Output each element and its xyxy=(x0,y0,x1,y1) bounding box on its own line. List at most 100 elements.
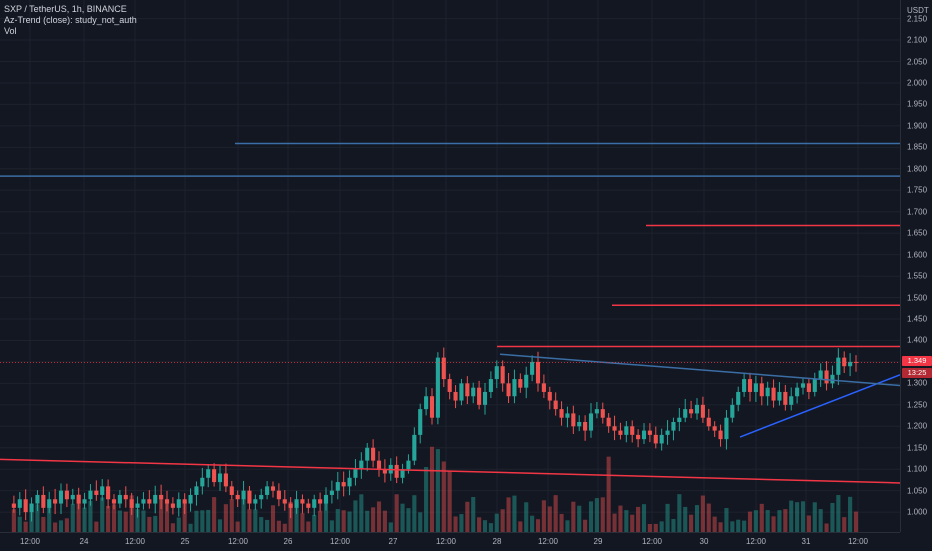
candle-body xyxy=(365,448,369,461)
candle-body xyxy=(660,435,664,444)
candle-body xyxy=(707,418,711,427)
candle-body xyxy=(501,366,505,383)
candle-body xyxy=(689,409,693,413)
time-tick-label: 31 xyxy=(802,537,811,546)
candle-body xyxy=(312,499,316,508)
volume-bar xyxy=(718,522,722,532)
candle-body xyxy=(347,478,351,487)
volume-bar xyxy=(171,523,175,532)
candle-body xyxy=(141,499,145,503)
candle-body xyxy=(359,461,363,470)
price-tick-label: 1.750 xyxy=(907,186,927,195)
volume-bar xyxy=(748,512,752,532)
candle-body xyxy=(777,392,781,401)
candle-body xyxy=(795,388,799,397)
volume-bar xyxy=(848,497,852,532)
candle-body xyxy=(183,499,187,503)
legend-volume[interactable]: Vol xyxy=(4,26,137,37)
volume-bar xyxy=(306,522,310,532)
volume-bar xyxy=(595,498,599,532)
candle-body xyxy=(636,435,640,439)
candle-body xyxy=(424,396,428,409)
time-tick-label: 29 xyxy=(594,537,603,546)
last-price-badge: 1.349 xyxy=(902,356,932,366)
price-tick-label: 2.100 xyxy=(907,36,927,45)
volume-bar xyxy=(612,514,616,532)
volume-bar xyxy=(618,506,622,532)
volume-bar xyxy=(141,510,145,532)
volume-bar xyxy=(571,502,575,532)
candle-body xyxy=(112,499,116,503)
candle-body xyxy=(159,495,163,499)
volume-bar xyxy=(218,519,222,532)
candle-body xyxy=(271,486,275,490)
candle-body xyxy=(842,358,846,367)
candle-body xyxy=(648,431,652,435)
volume-bar xyxy=(636,507,640,532)
candle-body xyxy=(247,491,251,504)
volume-bar xyxy=(336,509,340,532)
volume-bar xyxy=(212,497,216,532)
volume-bar xyxy=(577,506,581,532)
candle-body xyxy=(318,499,322,503)
volume-bar xyxy=(271,505,275,532)
volume-bar xyxy=(106,506,110,532)
volume-bar xyxy=(412,495,416,532)
price-tick-label: 1.450 xyxy=(907,315,927,324)
volume-bar xyxy=(754,510,758,532)
volume-bar xyxy=(477,517,481,532)
candle-body xyxy=(766,388,770,397)
volume-bar xyxy=(253,509,257,532)
candle-body xyxy=(395,465,399,478)
candle-body xyxy=(135,504,139,508)
volume-bar xyxy=(330,520,334,532)
candle-body xyxy=(807,383,811,392)
volume-bar xyxy=(654,524,658,532)
volume-bar xyxy=(506,497,510,532)
volume-bar xyxy=(277,521,281,532)
price-tick-label: 1.700 xyxy=(907,207,927,216)
time-tick-label: 12:00 xyxy=(228,537,248,546)
candle-body xyxy=(177,499,181,508)
time-tick-label: 12:00 xyxy=(848,537,868,546)
volume-bar xyxy=(671,519,675,532)
volume-bar xyxy=(842,517,846,532)
volume-bar xyxy=(536,519,540,532)
volume-bar xyxy=(147,517,151,532)
volume-bar xyxy=(689,515,693,532)
time-tick-label: 12:00 xyxy=(538,537,558,546)
volume-bar xyxy=(430,447,434,532)
volume-bar xyxy=(489,523,493,532)
candle-body xyxy=(565,413,569,417)
candlestick-chart[interactable] xyxy=(0,0,900,532)
candle-body xyxy=(82,499,86,503)
candle-body xyxy=(819,371,823,380)
volume-bar xyxy=(65,518,69,532)
volume-bar xyxy=(448,471,452,532)
candle-body xyxy=(277,491,281,500)
candle-body xyxy=(824,371,828,384)
candle-body xyxy=(130,499,134,508)
candle-body xyxy=(77,495,81,504)
volume-bar xyxy=(359,494,363,532)
volume-bar xyxy=(789,501,793,532)
volume-bar xyxy=(71,504,75,532)
candle-body xyxy=(448,379,452,392)
legend-indicator[interactable]: Az-Trend (close): study_not_auth xyxy=(4,15,137,26)
volume-bar xyxy=(59,520,63,532)
legend-symbol[interactable]: SXP / TetherUS, 1h, BINANCE xyxy=(4,4,137,15)
price-axis[interactable]: USDT 2.150 2.100 2.050 2.000 1.950 1.900 1.850… xyxy=(900,0,932,532)
price-tick-label: 1.900 xyxy=(907,121,927,130)
volume-bar xyxy=(342,510,346,532)
volume-bar xyxy=(559,514,563,532)
volume-bar xyxy=(118,510,122,532)
candle-body xyxy=(830,375,834,384)
candle-body xyxy=(642,431,646,440)
time-axis[interactable]: 12:00 24 12:00 25 12:00 26 12:00 27 12:00 28 12:00… xyxy=(0,532,900,551)
candle-body xyxy=(548,392,552,401)
volume-bar xyxy=(777,510,781,532)
candle-body xyxy=(430,396,434,417)
candle-body xyxy=(483,392,487,405)
chart-area[interactable]: SXP / TetherUS, 1h, BINANCE Az-Trend (cl… xyxy=(0,0,900,532)
volume-bar xyxy=(194,511,198,532)
